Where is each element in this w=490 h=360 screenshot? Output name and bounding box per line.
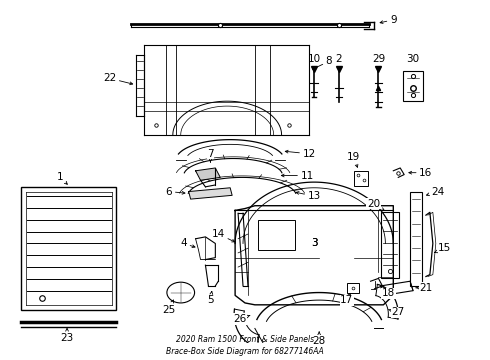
Text: 19: 19 [347, 152, 360, 167]
Text: 12: 12 [285, 149, 316, 159]
Text: 16: 16 [409, 168, 433, 178]
Text: 6: 6 [166, 186, 185, 197]
Ellipse shape [167, 282, 195, 303]
Text: 4: 4 [180, 238, 195, 248]
Text: 20: 20 [367, 199, 384, 210]
Text: 28: 28 [313, 332, 326, 346]
FancyBboxPatch shape [403, 71, 423, 101]
Text: 24: 24 [426, 186, 444, 197]
FancyBboxPatch shape [347, 283, 359, 293]
Text: 26: 26 [233, 314, 250, 324]
Text: 14: 14 [212, 229, 235, 242]
Polygon shape [189, 188, 232, 199]
FancyBboxPatch shape [354, 171, 368, 186]
Text: 29: 29 [372, 54, 385, 64]
Text: 10: 10 [308, 54, 321, 64]
Text: 13: 13 [296, 191, 321, 201]
Text: 22: 22 [103, 73, 133, 85]
Polygon shape [196, 168, 220, 180]
Text: 15: 15 [435, 243, 451, 253]
Text: 1: 1 [57, 172, 67, 184]
Text: 8: 8 [313, 56, 332, 69]
Text: 3: 3 [311, 238, 318, 248]
Text: 2: 2 [336, 54, 342, 64]
Text: 3: 3 [311, 238, 318, 248]
FancyBboxPatch shape [410, 192, 422, 286]
FancyBboxPatch shape [258, 220, 295, 250]
Text: 25: 25 [162, 300, 175, 315]
Text: 9: 9 [380, 15, 396, 25]
Text: 2020 Ram 1500 Front & Side Panels
Brace-Box Side Diagram for 68277146AA: 2020 Ram 1500 Front & Side Panels Brace-… [166, 335, 324, 356]
Text: 27: 27 [389, 307, 405, 318]
FancyBboxPatch shape [381, 212, 399, 278]
Text: 30: 30 [407, 54, 419, 64]
FancyBboxPatch shape [21, 187, 117, 310]
Text: 17: 17 [340, 293, 353, 305]
Text: 7: 7 [207, 149, 214, 162]
Text: 23: 23 [60, 328, 74, 343]
Text: 18: 18 [381, 286, 395, 298]
Text: 11: 11 [281, 171, 314, 180]
Text: 5: 5 [207, 291, 214, 305]
Text: 21: 21 [416, 283, 433, 293]
